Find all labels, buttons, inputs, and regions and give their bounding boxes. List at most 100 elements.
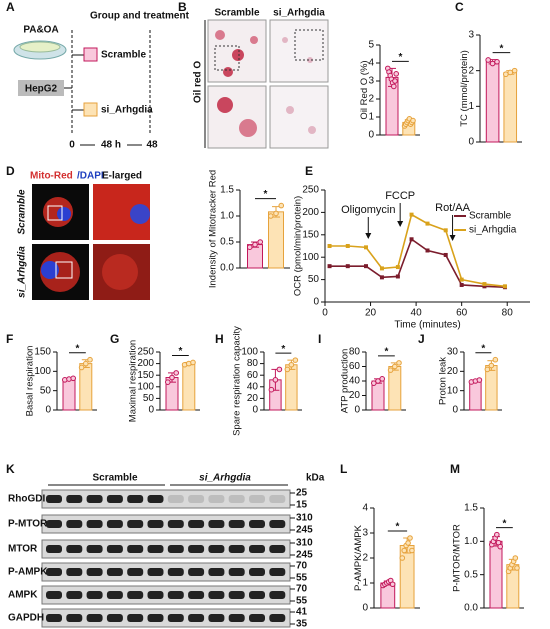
blot-band — [86, 520, 103, 528]
data-point — [489, 60, 496, 67]
data-point — [485, 57, 491, 63]
series-marker — [345, 244, 350, 248]
stain-spot — [286, 106, 294, 114]
arrow-head — [397, 221, 404, 227]
blot-strip — [41, 489, 291, 509]
bar — [485, 365, 498, 411]
panel-letter: L — [340, 462, 347, 476]
blot-band — [46, 545, 62, 553]
significance-label: * — [481, 343, 485, 354]
data-point — [276, 366, 283, 373]
blot-strip — [41, 608, 291, 628]
blot-band — [269, 568, 286, 576]
data-point — [272, 377, 279, 383]
blot-band — [86, 545, 103, 553]
cell-label-box — [18, 80, 64, 96]
y-axis-label: ATP production — [339, 349, 350, 414]
y-tick-label: 2 — [368, 94, 374, 105]
nucleus-signal — [130, 204, 150, 224]
column-label: Scramble — [214, 8, 259, 19]
blot-band — [208, 545, 225, 553]
y-tick-label: 0.0 — [220, 263, 234, 274]
y-tick-label: 250 — [137, 347, 154, 358]
blot-band — [66, 591, 83, 599]
y-axis-label: TC (mmol/protein) — [459, 50, 470, 127]
blot-band — [228, 545, 245, 553]
blot-band — [127, 614, 144, 622]
data-point — [484, 366, 491, 373]
panel-letter: E — [305, 164, 313, 178]
blot-band — [86, 614, 103, 622]
data-point — [497, 543, 504, 550]
group-swatch — [83, 102, 98, 117]
data-point — [70, 375, 76, 382]
panel-letter: B — [178, 0, 187, 14]
data-point — [514, 565, 520, 571]
timeline-start: 0 — [69, 140, 75, 151]
stain-spot — [307, 57, 313, 63]
y-axis-label: Oil Red O (%) — [359, 60, 370, 119]
y-tick-label: 2 — [362, 553, 368, 564]
blot-band — [46, 591, 62, 599]
blot-band — [127, 520, 144, 528]
series-marker — [395, 265, 400, 270]
y-tick-label: 5 — [368, 40, 374, 51]
data-point — [492, 356, 499, 363]
blot-band — [208, 520, 225, 528]
y-axis-label: P-MTOR/MTOR — [452, 524, 463, 592]
micrograph — [207, 19, 267, 83]
data-point — [401, 547, 408, 554]
series-marker — [443, 228, 448, 233]
y-tick-label: 40 — [349, 376, 361, 387]
y-tick-label: 3 — [468, 30, 474, 41]
data-point — [278, 202, 285, 209]
blot-band — [106, 495, 123, 503]
row-label: Scramble — [17, 189, 28, 234]
series-marker — [443, 252, 448, 257]
x-tick-label: 20 — [365, 308, 377, 319]
significance-label: * — [75, 343, 79, 354]
y-tick-label: 200 — [137, 358, 154, 369]
blot-band — [66, 520, 83, 528]
blot-band — [66, 568, 83, 576]
treatment-label: PA&OA — [23, 25, 58, 36]
series-marker — [409, 237, 414, 242]
blot-band — [167, 545, 184, 553]
y-axis-label: P-AMPK/AMPK — [353, 524, 364, 591]
annotation-label: Oligomycin — [341, 204, 395, 216]
arrow-head — [449, 235, 456, 241]
blot-band — [269, 520, 286, 528]
culture-medium — [19, 41, 61, 53]
significance-label: * — [502, 518, 506, 529]
data-point — [512, 555, 519, 561]
bar — [182, 363, 196, 411]
data-point — [375, 378, 381, 384]
panel-letter: F — [6, 332, 13, 346]
series-marker — [345, 264, 350, 269]
nucleus-signal — [41, 261, 59, 279]
kda-label: 35 — [296, 619, 308, 629]
blot-band — [249, 614, 265, 622]
zoom-box — [294, 29, 324, 61]
kda-label: 15 — [296, 500, 308, 511]
panel-letter: C — [455, 0, 464, 14]
data-point — [165, 379, 171, 385]
y-tick-label: 0 — [45, 405, 51, 416]
blot-band — [167, 520, 184, 528]
y-tick-label: 50 — [40, 385, 52, 396]
y-axis-label: OCR (pmol/min/protein) — [293, 196, 304, 296]
blot-band — [228, 591, 245, 599]
stain-spot — [223, 67, 233, 77]
blot-strip — [41, 562, 291, 582]
blot-band — [269, 591, 286, 599]
y-tick-label: 100 — [34, 366, 51, 377]
y-tick-label: 2 — [468, 65, 474, 76]
blot-band — [46, 520, 62, 528]
data-point — [399, 555, 406, 561]
blot-band — [228, 495, 245, 503]
data-point — [393, 71, 400, 77]
y-tick-label: 0 — [354, 405, 360, 416]
blot-band — [147, 545, 164, 553]
series-marker — [327, 244, 332, 248]
significance-label: * — [281, 344, 285, 355]
